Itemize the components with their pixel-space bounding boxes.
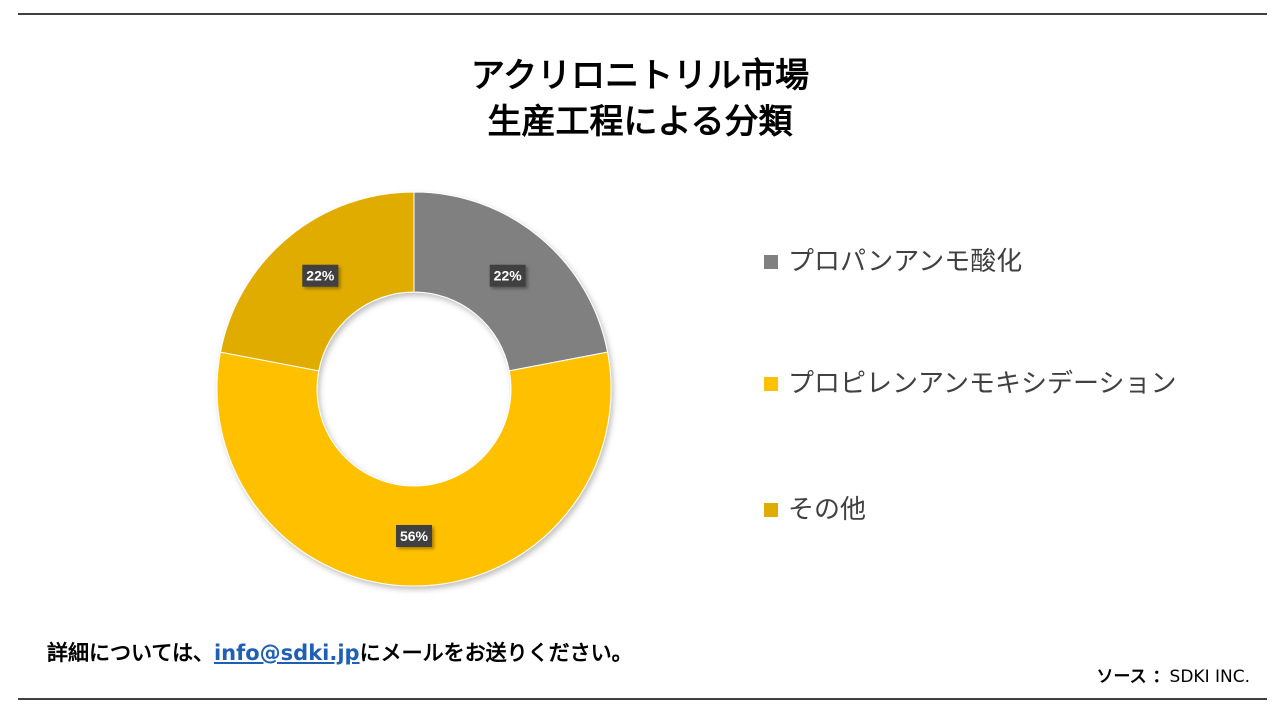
contact-note: 詳細については、info@sdki.jpにメールをお送りください。 xyxy=(47,638,633,668)
chart-title-line2: 生産工程による分類 xyxy=(487,102,793,142)
data-label-propylene: 56% xyxy=(396,525,432,547)
legend-label-propane: プロパンアンモ酸化 xyxy=(788,247,1023,277)
svg-text:22%: 22% xyxy=(306,268,335,284)
data-label-other: 22% xyxy=(302,264,339,287)
svg-text:22%: 22% xyxy=(494,268,523,284)
bottom-divider xyxy=(18,698,1267,700)
source-credit: ソース ：SDKI INC. xyxy=(1096,664,1250,690)
chart-title-line1: アクリロニトリル市場 xyxy=(470,56,810,96)
svg-text:56%: 56% xyxy=(400,528,429,544)
data-label-propane: 22% xyxy=(489,264,526,287)
email-link[interactable]: info@sdki.jp xyxy=(213,641,360,665)
source-value: SDKI INC. xyxy=(1169,667,1250,687)
slice-propylene xyxy=(216,351,612,587)
top-divider xyxy=(18,13,1267,15)
legend-label-other: その他 xyxy=(788,495,867,525)
contact-note-prefix: 詳細については、 xyxy=(47,641,214,665)
legend-swatch-propane xyxy=(764,255,778,269)
source-label: ソース ： xyxy=(1096,667,1170,687)
legend-swatch-other xyxy=(764,503,778,517)
legend-swatch-propylene xyxy=(764,377,778,391)
contact-note-suffix: にメールをお送りください。 xyxy=(359,641,633,665)
legend-label-propylene: プロピレンアンモキシデーション xyxy=(788,369,1177,399)
